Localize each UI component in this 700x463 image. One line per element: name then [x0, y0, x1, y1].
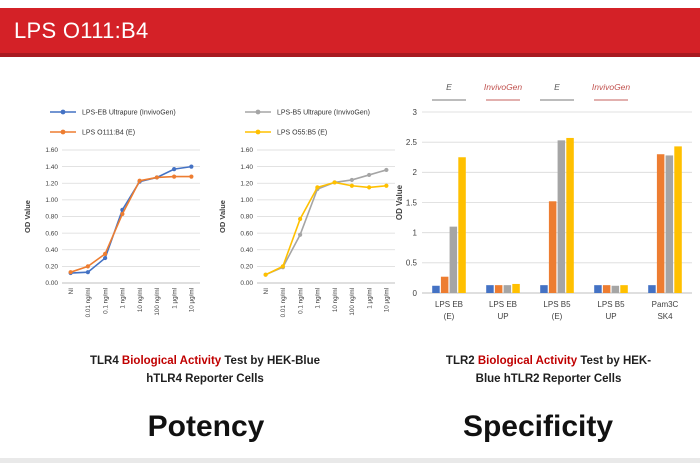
- x-tick-labels: NI 0.01 ng/ml 0.1 ng/ml 1 ng/ml 10 ng/ml 100 …: [68, 288, 196, 318]
- y-tick-label: 0.20: [240, 264, 253, 271]
- x-tick-label: 100 ng/ml: [349, 288, 356, 316]
- y-tick-label: 1.40: [240, 164, 253, 171]
- line-series: [68, 164, 194, 276]
- caption-highlight: Biological Activity: [121, 355, 222, 367]
- annotation-label: InvivoGen: [592, 82, 631, 92]
- legend-label: LPS-B5 Ultrapure (InvivoGen): [277, 109, 370, 116]
- x-tick-label: NI: [263, 288, 270, 295]
- gridlines: 0 0.5 1 1.5 2 2.5 3: [406, 108, 692, 298]
- y-tick-label: 1.20: [240, 180, 253, 187]
- potency-label: Potency: [147, 410, 265, 443]
- x-tick-label: 10 µg/ml: [189, 288, 196, 312]
- line-series: [68, 174, 194, 275]
- y-tick-label: 3: [413, 108, 418, 117]
- y-tick-label: 0.40: [240, 247, 253, 254]
- y-axis-title: OD Value: [395, 184, 404, 220]
- x-tick-labels: NI 0.01 ng/ml 0.1 ng/ml 1 ng/ml 10 ng/ml 100 …: [263, 288, 391, 318]
- annotation-label: InvivoGen: [484, 82, 523, 92]
- x-tick-label: 10 ng/ml: [137, 288, 144, 312]
- x-tick-label: LPS EB (E): [435, 300, 463, 321]
- page-title: LPS O111:B4: [14, 17, 149, 43]
- tlr2-specificity-bar-chart: E InvivoGen E InvivoGen 0 0.5 1 1.5 2 2.5 3 OD Valu…: [395, 82, 692, 321]
- y-tick-label: 1.60: [240, 147, 253, 154]
- x-tick-label: LPS B5 (E): [543, 300, 571, 321]
- y-tick-label: 0.00: [45, 280, 58, 287]
- x-tick-label: 1 ng/ml: [120, 288, 127, 309]
- y-tick-label: 1.40: [45, 164, 58, 171]
- bottom-divider: [0, 458, 700, 463]
- y-tick-label: 1.00: [240, 197, 253, 204]
- y-tick-label: 0.40: [45, 247, 58, 254]
- gridlines: 0.00 0.20 0.40 0.60 0.80 1.00 1.20 1.40 1.60: [240, 147, 395, 287]
- tlr2-caption: TLR2 Biological Activity Test by HEK- Bl…: [405, 352, 692, 388]
- bar-series: [440, 154, 665, 293]
- y-tick-label: 0: [413, 289, 418, 298]
- legend-label: LPS O111:B4 (E): [82, 129, 135, 136]
- y-tick-label: 0.60: [240, 230, 253, 237]
- y-tick-label: 0.80: [45, 214, 58, 221]
- x-tick-label: 100 ng/ml: [154, 288, 161, 316]
- caption-text: TLR2: [445, 355, 478, 367]
- tlr4-potency-line-chart-b5: LPS-B5 Ultrapure (InvivoGen) LPS O55:B5 (…: [218, 109, 395, 318]
- caption-text: Test by HEK-: [577, 355, 652, 367]
- group-annotations: E InvivoGen E InvivoGen: [432, 82, 631, 101]
- gridlines: 0.00 0.20 0.40 0.60 0.80 1.00 1.20 1.40 1.60: [45, 147, 200, 287]
- bar-series: [458, 137, 682, 293]
- specificity-label: Specificity: [462, 410, 614, 443]
- x-tick-label: 0.01 ng/ml: [280, 288, 287, 317]
- legend-label: LPS-EB Ultrapure (InvivoGen): [82, 109, 176, 116]
- x-tick-label: 0.1 ng/ml: [102, 288, 109, 314]
- x-tick-label: LPS EB UP: [489, 300, 517, 321]
- x-tick-labels: LPS EB (E) LPS EB UP LPS B5 (E) LPS B5 UP Pam3C S…: [435, 300, 679, 321]
- y-tick-label: 1.60: [45, 147, 58, 154]
- x-tick-label: 1 µg/ml: [171, 288, 178, 309]
- y-tick-label: 2.5: [406, 138, 418, 147]
- x-tick-label: LPS B5 UP: [597, 300, 625, 321]
- tlr4-potency-line-chart-eb: LPS-EB Ultrapure (InvivoGen) LPS O111:B4 …: [23, 109, 200, 318]
- y-axis-title: OD Value: [218, 200, 227, 233]
- y-tick-label: 1.20: [45, 180, 58, 187]
- legend-label: LPS O55:B5 (E): [277, 129, 327, 136]
- y-tick-label: 2: [413, 168, 418, 177]
- y-tick-label: 0.80: [240, 214, 253, 221]
- x-tick-label: 1 µg/ml: [366, 288, 373, 309]
- x-tick-label: 0.01 ng/ml: [85, 288, 92, 317]
- x-tick-label: 10 ng/ml: [332, 288, 339, 312]
- caption-text: hTLR4 Reporter Cells: [146, 373, 264, 385]
- header-bar: LPS O111:B4: [0, 8, 700, 57]
- y-tick-label: 0.60: [45, 230, 58, 237]
- x-tick-label: Pam3C SK4: [652, 300, 679, 321]
- y-tick-label: 0.5: [406, 259, 418, 268]
- x-tick-label: 0.1 ng/ml: [297, 288, 304, 314]
- x-tick-label: NI: [68, 288, 75, 295]
- y-tick-label: 0.20: [45, 264, 58, 271]
- legend: LPS-B5 Ultrapure (InvivoGen) LPS O55:B5 (…: [245, 109, 370, 136]
- y-tick-label: 1.00: [45, 197, 58, 204]
- y-axis-title: OD Value: [23, 200, 32, 233]
- annotation-label: E: [446, 82, 452, 92]
- line-series: [263, 180, 389, 277]
- x-tick-label: 1 ng/ml: [315, 288, 322, 309]
- caption-highlight: Biological Activity: [477, 355, 578, 367]
- tlr4-caption: TLR4 Biological Activity Test by HEK-Blu…: [25, 352, 385, 388]
- bar-series: [432, 285, 656, 293]
- y-tick-label: 1: [413, 228, 418, 237]
- y-tick-label: 0.00: [240, 280, 253, 287]
- x-tick-label: 10 µg/ml: [384, 288, 391, 312]
- y-tick-label: 1.5: [406, 198, 418, 207]
- caption-text: TLR4: [89, 355, 122, 367]
- bar-series: [449, 140, 674, 293]
- annotation-label: E: [554, 82, 560, 92]
- caption-text: Blue hTLR2 Reporter Cells: [475, 373, 622, 385]
- caption-text: Test by HEK-Blue: [221, 355, 321, 367]
- legend: LPS-EB Ultrapure (InvivoGen) LPS O111:B4 …: [50, 109, 176, 136]
